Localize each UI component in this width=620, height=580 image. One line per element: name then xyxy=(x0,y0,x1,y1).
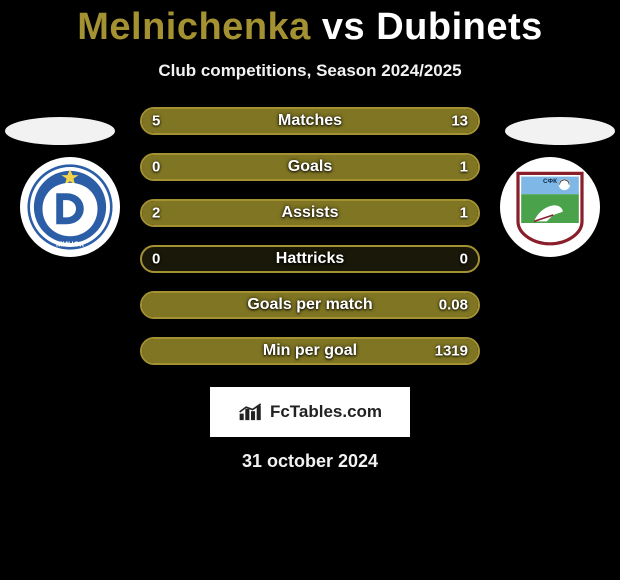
stat-value-right: 0 xyxy=(460,251,468,268)
stat-fill-right xyxy=(236,109,478,133)
vs-separator: vs xyxy=(322,6,365,48)
stat-label: Goals xyxy=(288,158,332,176)
club-crest-left: МИНСК xyxy=(20,157,120,257)
stat-label: Matches xyxy=(278,112,342,130)
comparison-title: Melnichenka vs Dubinets xyxy=(0,0,620,49)
watermark: FcTables.com xyxy=(210,387,410,437)
stat-value-right: 1 xyxy=(460,205,468,222)
badge-left-ellipse xyxy=(5,117,115,145)
stat-label: Assists xyxy=(282,204,339,222)
stat-row: 1319 Min per goal xyxy=(140,337,480,365)
stat-row: 0.08 Goals per match xyxy=(140,291,480,319)
stat-row: 5 13 Matches xyxy=(140,107,480,135)
stat-row: 0 1 Goals xyxy=(140,153,480,181)
watermark-text: FcTables.com xyxy=(270,402,382,422)
stat-row: 2 1 Assists xyxy=(140,199,480,227)
stat-label: Min per goal xyxy=(263,342,357,360)
sluck-icon: СФК xyxy=(510,167,590,247)
stat-value-left: 0 xyxy=(152,159,160,176)
fctables-logo-icon xyxy=(238,401,264,423)
stat-label: Goals per match xyxy=(247,296,372,314)
main-content: МИНСК СФК 5 13 Matches 0 1 Goals 2 1 Assists 0 0 Ha… xyxy=(0,107,620,365)
dinamo-minsk-icon: МИНСК xyxy=(27,164,113,250)
stat-label: Hattricks xyxy=(276,250,344,268)
stat-value-right: 1319 xyxy=(435,343,468,360)
stat-value-left: 2 xyxy=(152,205,160,222)
stat-value-left: 0 xyxy=(152,251,160,268)
stat-row: 0 0 Hattricks xyxy=(140,245,480,273)
date-label: 31 october 2024 xyxy=(0,451,620,472)
subtitle: Club competitions, Season 2024/2025 xyxy=(0,61,620,81)
club-crest-right: СФК xyxy=(500,157,600,257)
player1-name: Melnichenka xyxy=(77,6,311,48)
player2-name: Dubinets xyxy=(376,6,543,48)
stat-value-right: 13 xyxy=(451,113,468,130)
stat-value-right: 0.08 xyxy=(439,297,468,314)
svg-text:МИНСК: МИНСК xyxy=(56,240,84,249)
stat-value-left: 5 xyxy=(152,113,160,130)
badge-right-ellipse xyxy=(505,117,615,145)
svg-text:СФК: СФК xyxy=(543,178,557,185)
stat-bars: 5 13 Matches 0 1 Goals 2 1 Assists 0 0 Hattricks 0.0… xyxy=(140,107,480,365)
stat-value-right: 1 xyxy=(460,159,468,176)
